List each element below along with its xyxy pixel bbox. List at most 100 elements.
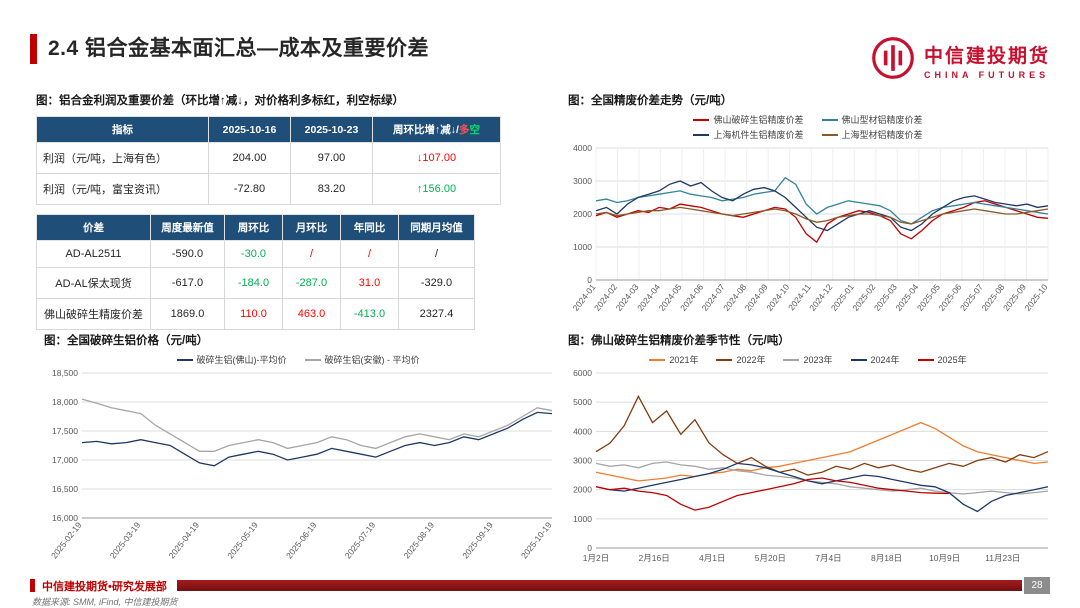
legend-label: 破碎生铝(安徽) - 平均价 [324,355,420,365]
legend-label: 2023年 [803,355,833,365]
legend-label: 2024年 [870,355,900,365]
slide-header: 2.4 铝合金基本面汇总—成本及重要价差 [30,34,429,64]
table-cell: AD-AL保太现货 [36,267,151,299]
title-accent-bar [30,34,37,64]
chart-caption: 图：全国精废价差走势（元/吨） [568,95,733,107]
y-tick-label: 16,000 [52,513,78,523]
y-tick-label: 3000 [573,176,592,186]
table-header-cell: 指标 [36,116,209,143]
table-row: 利润（元/吨，上海有色） 204.00 97.00 ↓107.00 [36,142,501,174]
x-tick-label: 8月18日 [871,553,902,563]
chart-legend: 2021年 2022年 2023年 2024年 2025年 [649,353,967,366]
footer-department: 中信建投期货•研究发展部 [42,580,167,593]
data-table: 价差 周度最新值 周环比 月环比 年同比 同期月均值 AD-AL2511 -590.0 -30.… [36,214,475,330]
chart-caption: 图：全国破碎生铝价格（元/吨） [44,335,209,347]
legend-swatch [649,358,666,361]
table-cell: / [398,240,475,268]
chart-plot-area: 0 1000 2000 3000 4000 5000 6000 1月2日 2月16日 4月1日 5月… [560,367,1056,573]
legend-item: 2023年 [783,353,833,366]
table-cell: 31.0 [340,267,399,299]
table-cell: / [340,240,399,268]
chart-crushed-aluminum-price: 图：全国破碎生铝价格（元/吨） 破碎生铝(佛山)-平均价 破碎生铝(安徽) - 平… [36,332,560,568]
y-tick-label: 4000 [573,143,592,153]
chart-legend: 破碎生铝(佛山)-平均价 破碎生铝(安徽) - 平均价 [176,353,420,366]
table-cell: 83.20 [290,173,373,205]
table-cell: 97.00 [290,142,373,174]
page-number: 28 [1024,577,1050,594]
table-row: 佛山破碎生精废价差 1869.0 110.0 463.0 -413.0 2327.4 [36,298,475,330]
x-tick-label: 7月4日 [815,553,841,563]
chart-plot-area: 16,000 16,500 17,000 17,500 18,000 18,500 2025… [36,367,560,573]
x-tick-label: 2025-04-19 [166,520,201,561]
table-cell: 204.00 [208,142,291,174]
y-tick-label: 2000 [573,209,592,219]
data-source-note: 数据来源: SMM, iFind, 中信建投期货 [32,597,178,607]
series-line [595,176,1049,225]
y-tick-label: 0 [587,543,592,553]
x-tick-label: 11月23日 [985,553,1020,563]
table-cell: 1869.0 [150,298,225,330]
series-line [81,398,553,452]
series-line [81,411,553,467]
y-tick-label: 18,500 [52,368,78,378]
table-cell: 利润（元/吨，富宝资讯） [36,173,209,205]
table-header-cell: 价差 [36,214,151,241]
legend-item: 破碎生铝(安徽) - 平均价 [304,353,420,366]
logo-en-text: CHINA FUTURES [923,70,1050,80]
table-cell: -184.0 [224,267,283,299]
table-header-cell: 月环比 [282,214,341,241]
table-row: 利润（元/吨，富宝资讯） -72.80 83.20 ↑156.00 [36,173,501,205]
y-tick-label: 18,000 [52,397,78,407]
logo-cn-text: 中信建投期货 [923,46,1050,67]
x-tick-label: 2025-03-19 [108,520,143,561]
legend-swatch [850,358,867,361]
x-tick-label: 4月1日 [699,553,725,563]
legend-item: 上海型材铝精废价差 [821,128,923,141]
x-tick-label: 2025-05-19 [225,520,260,561]
legend-item: 2024年 [850,353,900,366]
chart-svg: 0 1000 2000 3000 4000 5000 6000 1月2日 2月16日 4月1日 5月… [573,368,1049,563]
series-line [595,394,1049,476]
table-row: AD-AL2511 -590.0 -30.0// / [36,240,475,268]
chart-foshan-spread-seasonality: 图：佛山破碎生铝精废价差季节性（元/吨） 2021年 2022年 2023年 2024… [560,332,1056,568]
legend-label: 2022年 [736,355,766,365]
table-header-cell: 周度最新值 [150,214,225,241]
legend-item: 2021年 [649,353,698,366]
tables-caption: 图：铝合金利润及重要价差（环比增↑减↓，对价格利多标红，利空标绿） [36,95,404,107]
tables-section: 图：铝合金利润及重要价差（环比增↑减↓，对价格利多标红，利空标绿） 指标 2025… [36,92,514,330]
table-cell: -287.0 [282,267,341,299]
y-tick-label: 17,500 [52,426,78,436]
legend-swatch [821,133,838,136]
y-tick-label: 3000 [573,456,592,466]
table-cell: -30.0 [224,240,283,268]
logo-text: 中信建投期货 CHINA FUTURES [924,41,1050,80]
y-tick-label: 1000 [573,242,592,252]
x-tick-label: 2025-08-19 [401,520,436,561]
table-cell: -413.0 [340,298,399,330]
x-tick-label: 2月16日 [639,553,670,563]
chart-plot-area: 0 1000 2000 3000 4000 2024-01 2024-02 2024-03 20… [560,142,1056,325]
legend-item: 佛山型材铝精废价差 [821,113,923,126]
legend-swatch [783,358,800,361]
legend-label: 上海机件生铝精废价差 [713,130,804,140]
table-header-cell: 2025-10-23 [290,116,373,143]
series-line [595,462,1049,513]
legend-swatch [304,358,321,361]
legend-label: 佛山破碎生铝精废价差 [713,115,804,125]
table-cell: 利润（元/吨，上海有色） [36,142,209,174]
chart-svg: 010002000300040002024-012024-022024-0320… [570,143,1049,313]
legend-swatch [693,133,710,136]
table-cell: 2327.4 [398,298,475,330]
spread-table: 价差 周度最新值 周环比 月环比 年同比 同期月均值 AD-AL2511 -590.0 -30.… [36,214,514,330]
x-tick-label: 10月9日 [929,553,960,563]
x-tick-label: 2025-06-19 [284,520,319,561]
legend-label: 2025年 [937,355,967,365]
y-tick-label: 0 [587,275,592,285]
x-tick-label: 2025-07-19 [343,520,378,561]
legend-item: 破碎生铝(佛山)-平均价 [176,353,287,366]
series-line [595,461,1049,495]
y-tick-label: 17,000 [52,455,78,465]
x-tick-label: 1月2日 [583,553,609,563]
chart-caption: 图：佛山破碎生铝精废价差季节性（元/吨） [568,335,790,347]
footer-red-bar [176,580,1022,591]
